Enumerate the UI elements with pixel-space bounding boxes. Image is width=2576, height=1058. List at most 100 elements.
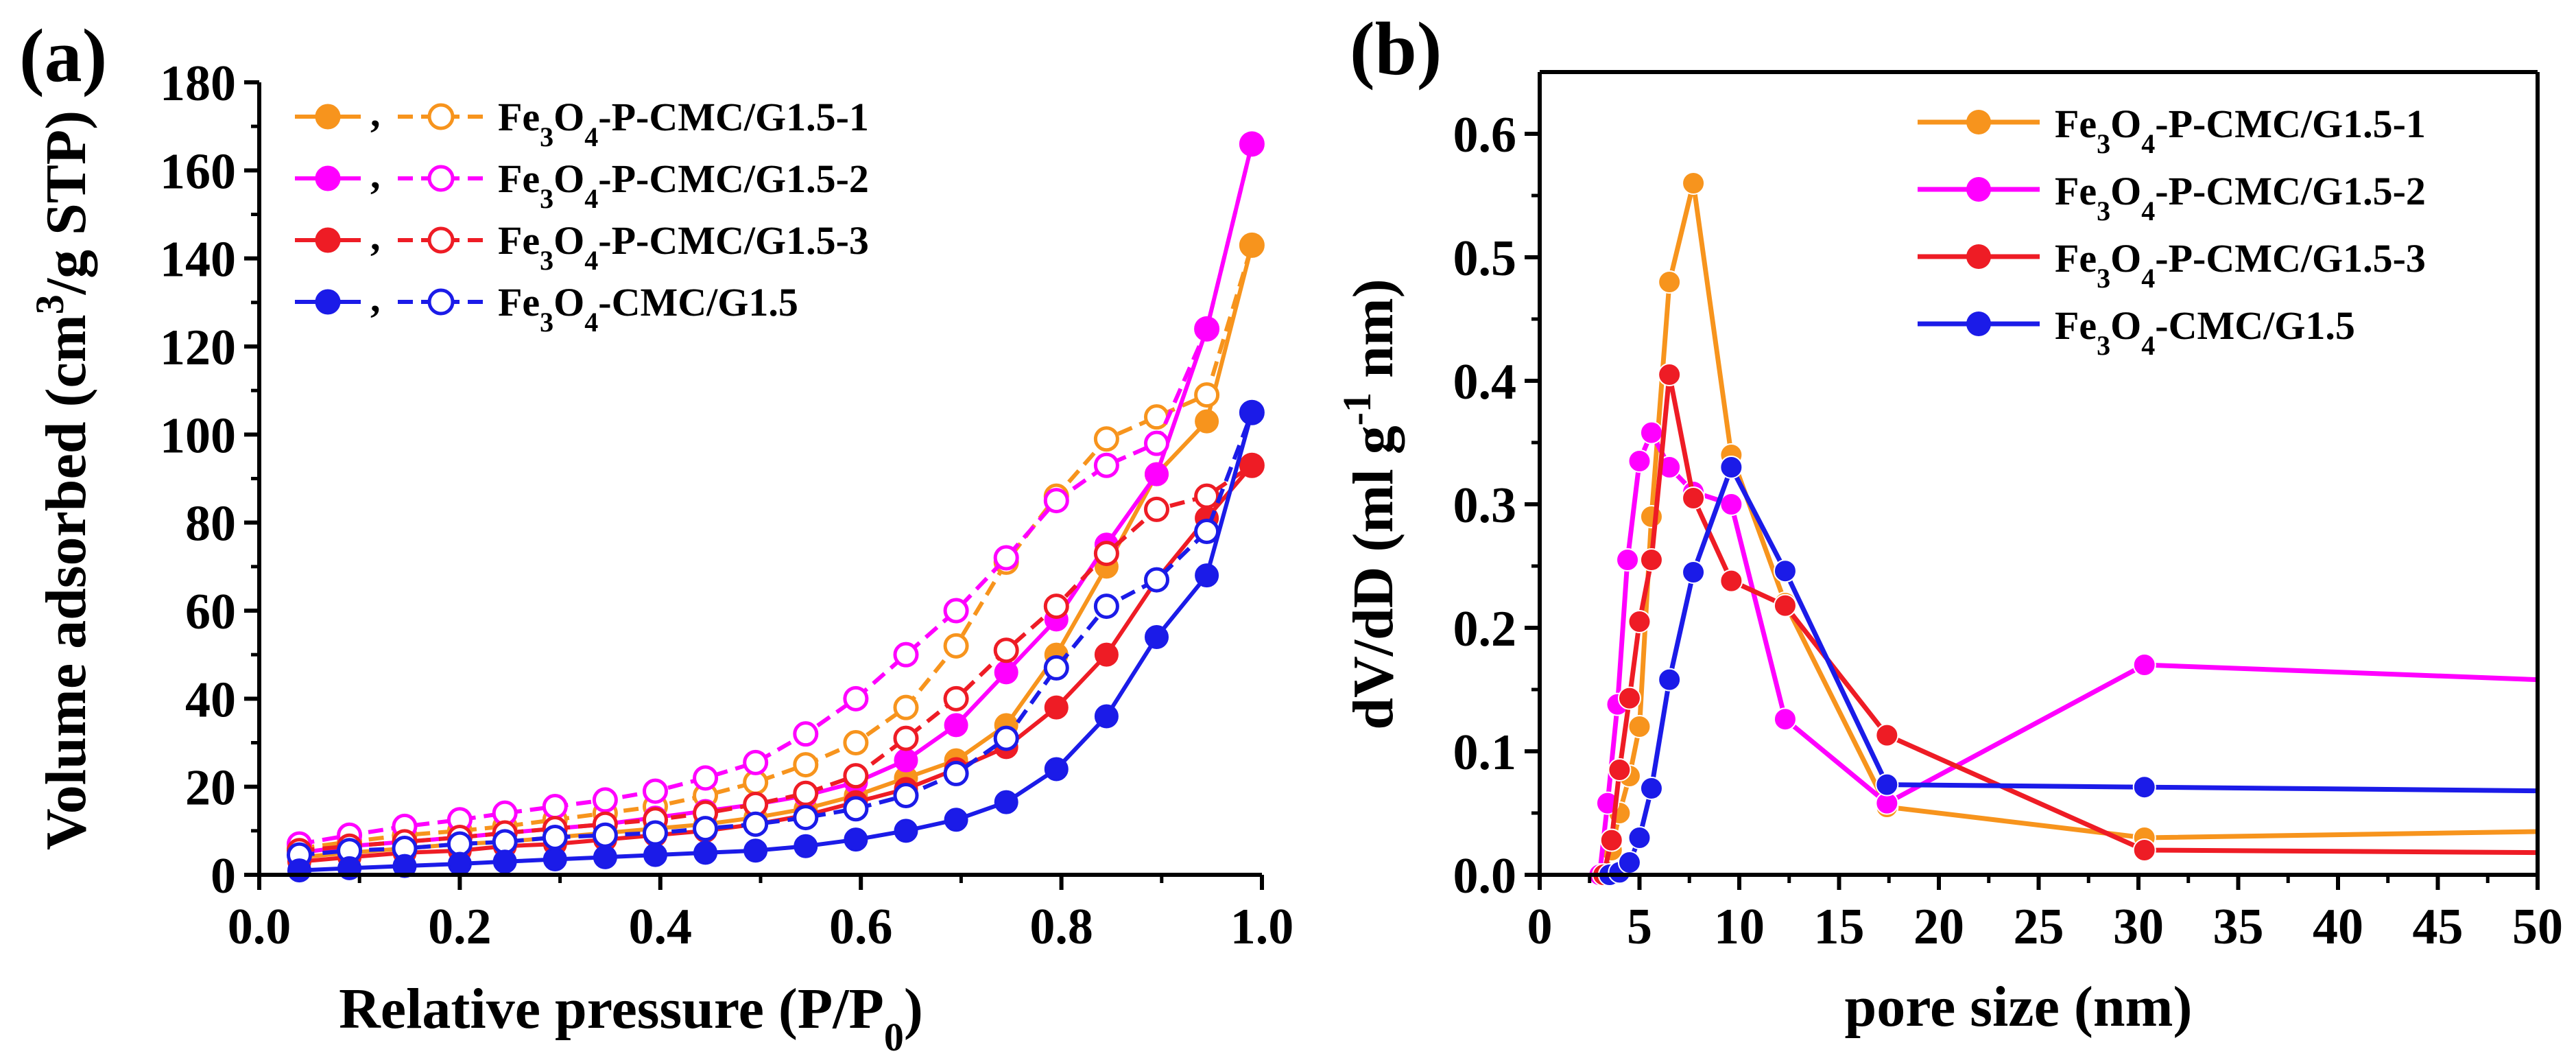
series-fe3o4-cmc-g1-5 <box>286 399 1265 883</box>
desorption-point <box>592 787 618 813</box>
panel-b-y-tick-label: 0.3 <box>1453 478 1517 534</box>
adsorption-point <box>492 849 517 874</box>
legend-marker <box>1966 110 1991 134</box>
desorption-point <box>893 694 919 720</box>
desorption-point <box>793 752 819 778</box>
data-point <box>1719 456 1743 479</box>
distribution-line-fe3o4-p-cmc-g1-5-1 <box>1601 183 2538 876</box>
panel-a-y-tick-label: 60 <box>185 584 236 640</box>
legend-separator: , <box>370 91 381 135</box>
adsorption-point <box>894 748 918 773</box>
distribution-line-fe3o4-cmc-g1-5 <box>1609 461 2538 878</box>
desorption-point <box>1143 567 1169 593</box>
panel-a-y-tick-label: 100 <box>160 408 236 464</box>
legend-desorption-marker <box>427 288 455 316</box>
desorption-point <box>943 685 969 712</box>
series-fe3o4-cmc-g1-5 <box>1597 456 2538 886</box>
adsorption-point <box>1239 453 1264 478</box>
data-point <box>1682 172 1706 195</box>
panel-b-y-tick-label: 0.0 <box>1453 848 1517 904</box>
adsorption-point <box>1195 563 1219 588</box>
data-point <box>1875 773 1899 797</box>
data-point <box>1616 548 1640 572</box>
distribution-line-fe3o4-p-cmc-g1-5-3 <box>1601 374 2538 875</box>
data-point <box>1639 548 1663 572</box>
adsorption-point <box>944 713 968 738</box>
desorption-line-fe3o4-cmc-g1-5 <box>299 412 1254 858</box>
desorption-point <box>492 829 518 855</box>
panel-a-x-axis-title: Relative pressure (P/P0) <box>339 977 923 1058</box>
panel-b-x-tick-label: 30 <box>2113 899 2164 955</box>
panel-b-y-tick-label: 0.1 <box>1453 725 1517 781</box>
legend-marker <box>1966 177 1991 202</box>
legend-separator: , <box>370 276 381 320</box>
panel-b-x-tick-label: 0 <box>1527 899 1553 955</box>
desorption-point <box>642 778 668 804</box>
series-fe3o4-p-cmc-g1-5-3 <box>286 452 1265 874</box>
desorption-point <box>1043 593 1069 620</box>
desorption-point <box>446 831 473 857</box>
data-point <box>1773 559 1797 583</box>
adsorption-point <box>743 838 768 863</box>
panel-a-x-tick-label: 0.6 <box>829 899 893 955</box>
series-fe3o4-p-cmc-g1-5-3 <box>1592 363 2538 886</box>
adsorption-point <box>693 840 718 865</box>
legend-adsorption-marker <box>315 289 341 315</box>
panel-a-y-tick-label: 40 <box>185 672 236 728</box>
panel-b-x-axis-title: pore size (nm) <box>1845 975 2193 1039</box>
data-point <box>1719 493 1743 516</box>
adsorption-point <box>1044 757 1069 781</box>
panel-b-legend: Fe3O4-P-CMC/G1.5-1 Fe3O4-P-CMC/G1.5-2 Fe3O… <box>1918 102 2426 361</box>
data-point <box>2132 653 2156 677</box>
panel-a-y-tick-label: 0 <box>211 848 236 904</box>
data-point <box>1608 758 1632 781</box>
panel-a-label: (a) <box>19 14 107 97</box>
adsorption-point <box>1094 704 1119 729</box>
panel-a-y-tick-label: 20 <box>185 760 236 816</box>
desorption-point <box>1143 496 1169 522</box>
legend-adsorption-marker <box>315 227 341 253</box>
legend-label-fe3o4-p-cmc-g1-5-1: Fe3O4-P-CMC/G1.5-1 <box>2055 102 2426 159</box>
desorption-point <box>893 642 919 668</box>
data-point <box>1627 826 1651 849</box>
panel-b-x-tick-label: 45 <box>2413 899 2464 955</box>
panel-a: (a) 0.0 0.2 0.4 0.6 0.8 1.0 0 20 40 60 80 100 120 140… <box>19 14 1293 1058</box>
desorption-point <box>1093 541 1119 567</box>
desorption-point <box>843 796 869 822</box>
adsorption-point <box>1195 316 1219 341</box>
adsorption-point <box>1044 695 1069 720</box>
desorption-point <box>943 633 969 659</box>
adsorption-point <box>1239 132 1264 156</box>
legend-label-fe3o4-p-cmc-g1-5-2: Fe3O4-P-CMC/G1.5-2 <box>498 156 869 214</box>
desorption-point <box>893 725 919 751</box>
desorption-point <box>743 811 769 837</box>
desorption-point <box>943 598 969 624</box>
panel-b-y-tick-label: 0.2 <box>1453 601 1517 657</box>
desorption-point <box>893 783 919 808</box>
legend-separator: , <box>370 152 381 197</box>
adsorption-point <box>844 827 868 852</box>
data-point <box>1627 610 1651 633</box>
desorption-point <box>793 780 819 806</box>
desorption-point <box>542 794 568 820</box>
legend-desorption-marker <box>427 226 455 254</box>
adsorption-point <box>994 660 1018 685</box>
data-point <box>1682 561 1706 584</box>
panel-a-y-tick-label: 180 <box>160 56 236 112</box>
data-point <box>1627 715 1651 738</box>
desorption-point <box>1043 655 1069 681</box>
panel-b-y-axis-title: dV/dD (ml g-1 nm) <box>1335 279 1406 729</box>
data-point <box>1599 828 1623 852</box>
panel-a-legend: , Fe3O4-P-CMC/G1.5-1, Fe3O4-P-CMC/G1.5-2, F… <box>295 91 869 338</box>
panel-b-x-tick-label: 35 <box>2213 899 2264 955</box>
desorption-point <box>993 637 1019 663</box>
desorption-point <box>993 545 1019 571</box>
adsorption-point <box>1195 409 1219 434</box>
desorption-point <box>843 763 869 789</box>
adsorption-point <box>794 834 818 858</box>
adsorption-point <box>392 854 417 878</box>
data-point <box>1658 363 1682 386</box>
panel-b-y-tick-label: 0.5 <box>1453 231 1517 287</box>
data-point <box>1639 777 1663 800</box>
desorption-point <box>993 725 1019 751</box>
